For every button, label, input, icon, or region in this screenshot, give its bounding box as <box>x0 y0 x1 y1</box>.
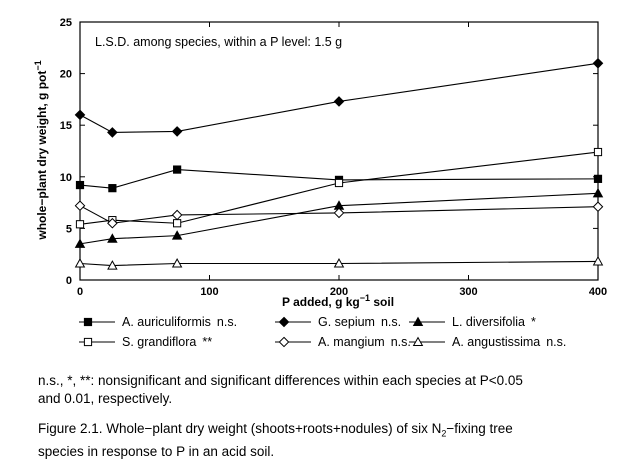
legend-label: S. grandiflora <box>122 335 197 349</box>
caption-sub: 2 <box>441 428 447 439</box>
legend-swatch <box>275 316 311 328</box>
x-tick-label: 200 <box>330 286 348 298</box>
caption-middle: −fixing tree <box>446 421 513 436</box>
data-point <box>171 230 183 240</box>
figure-caption: Figure 2.1. Whole−plant dry weight (shoo… <box>38 420 623 461</box>
data-point <box>75 180 85 190</box>
legend-swatch-marker <box>278 336 290 348</box>
data-point <box>108 184 117 193</box>
caption-line-2: species in response to P in an acid soil… <box>38 443 275 459</box>
legend-swatch-marker <box>83 337 93 347</box>
y-tick-label: 0 <box>66 275 72 287</box>
data-point <box>173 219 182 228</box>
legend-swatch-marker <box>83 317 93 327</box>
legend-swatch <box>79 337 115 347</box>
legend-item: A. mangium n.s. <box>274 332 411 352</box>
x-tick-label: 400 <box>589 286 607 298</box>
data-point <box>592 201 604 213</box>
data-point <box>75 220 85 229</box>
y-tick-label: 15 <box>60 120 72 132</box>
legend-label: A. auriculiformis <box>122 315 211 329</box>
y-axis-label: whole−plant dry weight, g pot−1 <box>33 60 49 240</box>
data-point <box>107 260 118 270</box>
data-point <box>333 258 345 268</box>
data-point <box>334 178 344 188</box>
footnote-line-2: and 0.01, respectively. <box>38 391 173 406</box>
legend-significance: ** <box>202 335 213 349</box>
legend-swatch <box>79 317 115 327</box>
data-point <box>74 238 86 248</box>
y-tick-label: 20 <box>60 69 72 81</box>
legend-label: L. diversifolia <box>452 315 525 329</box>
legend-item: A. auriculiformis n.s. <box>78 312 237 332</box>
data-point <box>333 96 345 107</box>
footnote-line-1: n.s., *, **: nonsignificant and signific… <box>38 373 523 388</box>
legend-item: A. angustissima n.s. <box>408 332 566 352</box>
chart: 0 5 10 15 20 25 0 100 200 300 400 L.S.D. among spe… <box>33 17 607 309</box>
legend-item: S. grandiflora ** <box>78 332 212 352</box>
significance-footnote: n.s., *, **: nonsignificant and signific… <box>38 372 618 408</box>
lsd-annotation: L.S.D. among species, within a P level: … <box>95 35 342 49</box>
y-axis-label-sup: −1 <box>33 60 43 70</box>
x-axis-label: P added, g kg−1 soil <box>282 293 394 309</box>
plot-frame <box>79 21 599 281</box>
data-point <box>593 147 603 157</box>
data-point <box>592 255 604 266</box>
x-tick-label: 100 <box>200 286 218 298</box>
data-point <box>171 126 183 137</box>
legend-significance: n.s. <box>390 335 411 349</box>
legend-swatch <box>409 316 445 327</box>
legend-swatch <box>409 336 445 347</box>
data-point <box>74 258 86 268</box>
legend-significance: n.s. <box>380 315 402 329</box>
data-point <box>333 207 345 219</box>
data-point <box>107 233 118 243</box>
data-point <box>107 127 118 138</box>
x-tick-label: 300 <box>459 286 477 298</box>
legend-label: G. sepium <box>318 315 375 329</box>
legend-label: A. mangium <box>318 335 385 349</box>
x-axis-label-text: P added, g kg <box>282 295 360 309</box>
legend-swatch-marker <box>412 316 424 327</box>
x-axis-label-sup: −1 <box>360 293 370 303</box>
legend-item: G. sepium n.s. <box>274 312 401 332</box>
legend-item: L. diversifolia * <box>408 312 536 332</box>
data-point <box>592 57 604 69</box>
legend-label: A. angustissima <box>452 335 541 349</box>
y-tick-label: 25 <box>60 17 72 29</box>
legend-swatch-marker <box>412 336 424 347</box>
data-point <box>592 187 604 198</box>
data-point <box>593 174 603 183</box>
caption-prefix: Figure 2.1. Whole−plant dry weight (shoo… <box>38 421 442 436</box>
data-point <box>173 165 182 174</box>
y-tick-label: 5 <box>66 223 72 235</box>
data-point <box>171 258 183 268</box>
legend-significance: n.s. <box>216 315 238 329</box>
data-point <box>74 200 86 212</box>
data-point <box>74 109 86 121</box>
x-axis-label-suffix: soil <box>370 295 394 309</box>
legend-significance: * <box>530 315 536 329</box>
y-axis-label-text: whole−plant dry weight, g pot <box>35 71 49 241</box>
legend-swatch-marker <box>278 316 290 328</box>
y-tick-label: 10 <box>60 172 72 184</box>
legend: A. auriculiformis n.s. G. sepium n.s. L. div… <box>78 312 628 358</box>
data-point <box>171 209 183 221</box>
legend-swatch <box>275 336 311 348</box>
data-point <box>107 217 118 229</box>
legend-significance: n.s. <box>546 335 567 349</box>
x-tick-label: 0 <box>77 286 83 298</box>
